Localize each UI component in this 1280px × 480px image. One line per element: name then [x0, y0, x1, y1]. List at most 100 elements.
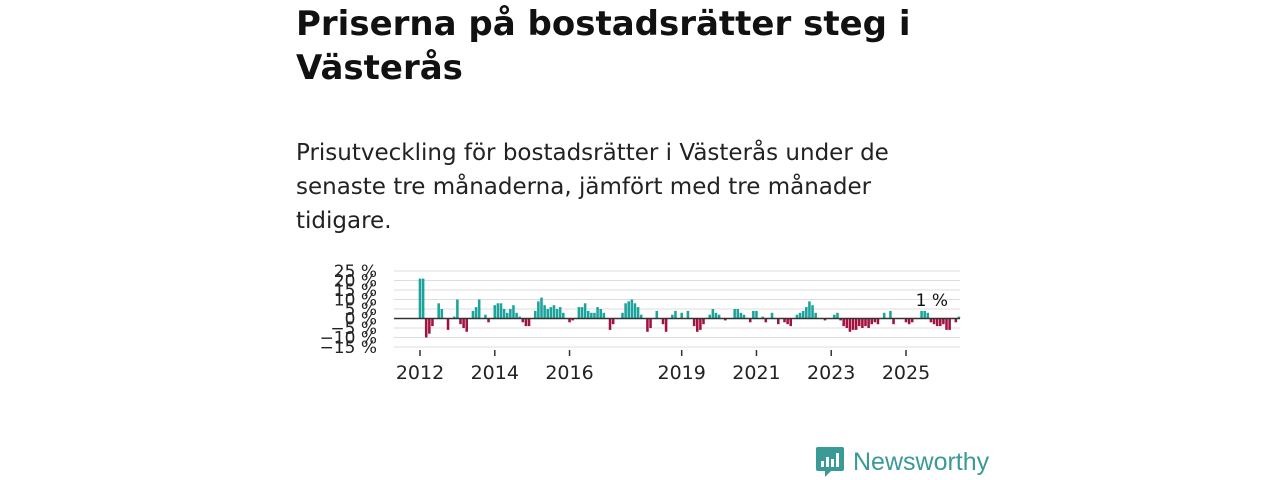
- bar: [446, 318, 450, 330]
- bar: [680, 312, 683, 319]
- bar: [714, 312, 718, 319]
- bar: [583, 303, 587, 319]
- bar: [568, 318, 571, 323]
- newsworthy-logo[interactable]: Newsworthy: [815, 446, 989, 478]
- bar: [602, 312, 606, 319]
- bar: [580, 307, 584, 319]
- bar: [562, 312, 565, 319]
- bar: [892, 318, 895, 325]
- bar: [571, 318, 574, 321]
- bar: [674, 310, 677, 319]
- bar: [876, 318, 880, 325]
- bar: [636, 307, 640, 319]
- bar: [518, 316, 521, 319]
- bar: [851, 318, 855, 330]
- bar: [805, 307, 808, 319]
- bar: [711, 309, 715, 319]
- bar: [929, 318, 933, 323]
- bar: [418, 278, 422, 319]
- bar: [861, 318, 864, 328]
- bar: [733, 309, 736, 319]
- bar: [487, 318, 490, 323]
- y-tick-label: −5 %: [330, 319, 377, 339]
- bar: [920, 310, 923, 319]
- bar: [611, 318, 615, 325]
- y-tick-label: 0 %: [345, 310, 377, 330]
- y-tick-label: 15 %: [334, 281, 377, 301]
- bar: [845, 318, 849, 328]
- bar: [945, 318, 948, 330]
- bar: [823, 318, 827, 321]
- bar: [646, 318, 649, 332]
- bar: [776, 318, 780, 325]
- y-tick-label: 20 %: [334, 272, 377, 292]
- bar: [649, 318, 652, 328]
- bar: [938, 318, 942, 327]
- bar: [633, 303, 637, 319]
- bar: [742, 314, 746, 319]
- bar: [808, 301, 811, 319]
- bar: [811, 305, 814, 319]
- bar: [699, 318, 702, 330]
- x-tick-label: 2012: [396, 362, 444, 384]
- bar: [471, 310, 475, 319]
- bar: [708, 314, 711, 319]
- grid-lines: [394, 270, 960, 348]
- bar: [664, 318, 668, 332]
- bar: [505, 312, 509, 319]
- bar: [783, 318, 786, 323]
- bar: [521, 318, 525, 323]
- bar: [624, 303, 627, 319]
- bar: [814, 312, 817, 319]
- bar: [836, 312, 839, 319]
- bar: [452, 316, 456, 319]
- bar: [465, 318, 468, 332]
- bar: [724, 318, 727, 321]
- bar: [761, 316, 764, 319]
- x-axis-ticks: 2012 2014 2016 2019 2021 2023 2025: [396, 350, 930, 384]
- bar: [910, 318, 914, 323]
- bar: [942, 318, 945, 325]
- bar: [935, 318, 939, 327]
- bar: [431, 318, 434, 327]
- bar: [655, 310, 659, 319]
- bar: [954, 318, 958, 323]
- x-tick-label: 2023: [807, 362, 855, 384]
- bar: [848, 318, 852, 332]
- bar: [748, 318, 752, 323]
- bar: [590, 312, 593, 319]
- bar: [512, 305, 515, 319]
- x-tick-label: 2021: [732, 362, 780, 384]
- bar: [621, 312, 624, 319]
- bar: [484, 314, 487, 319]
- bar: [428, 318, 431, 334]
- bar: [926, 312, 930, 319]
- bar: [577, 307, 581, 319]
- bar: [795, 314, 799, 319]
- bar: [593, 312, 596, 319]
- bar: [755, 310, 758, 319]
- bar: [789, 318, 792, 327]
- bar: [533, 310, 537, 319]
- bar: [957, 316, 961, 319]
- y-tick-label: 25 %: [334, 262, 377, 282]
- bar: [764, 318, 768, 323]
- bar: [462, 318, 465, 328]
- bar: [882, 312, 886, 319]
- bar: [736, 309, 740, 319]
- x-tick-label: 2016: [545, 362, 593, 384]
- bar: [608, 318, 612, 330]
- chart-subtitle: Prisutveckling för bostadsrätter i Väste…: [296, 140, 889, 234]
- bar: [671, 314, 674, 319]
- bar: [537, 301, 540, 319]
- bar: [630, 299, 634, 319]
- bars: [418, 278, 961, 338]
- chart-title: Priserna på bostadsrätter steg i Västerå…: [296, 4, 911, 88]
- bar: [558, 307, 562, 319]
- y-axis-ticks: 25 %20 %15 %10 %5 %0 %−5 %−10 %−15 %: [320, 262, 377, 358]
- bar: [586, 310, 590, 319]
- bar: [502, 309, 506, 319]
- y-tick-label: 10 %: [334, 291, 377, 311]
- bar: [524, 318, 528, 327]
- bar: [527, 318, 531, 327]
